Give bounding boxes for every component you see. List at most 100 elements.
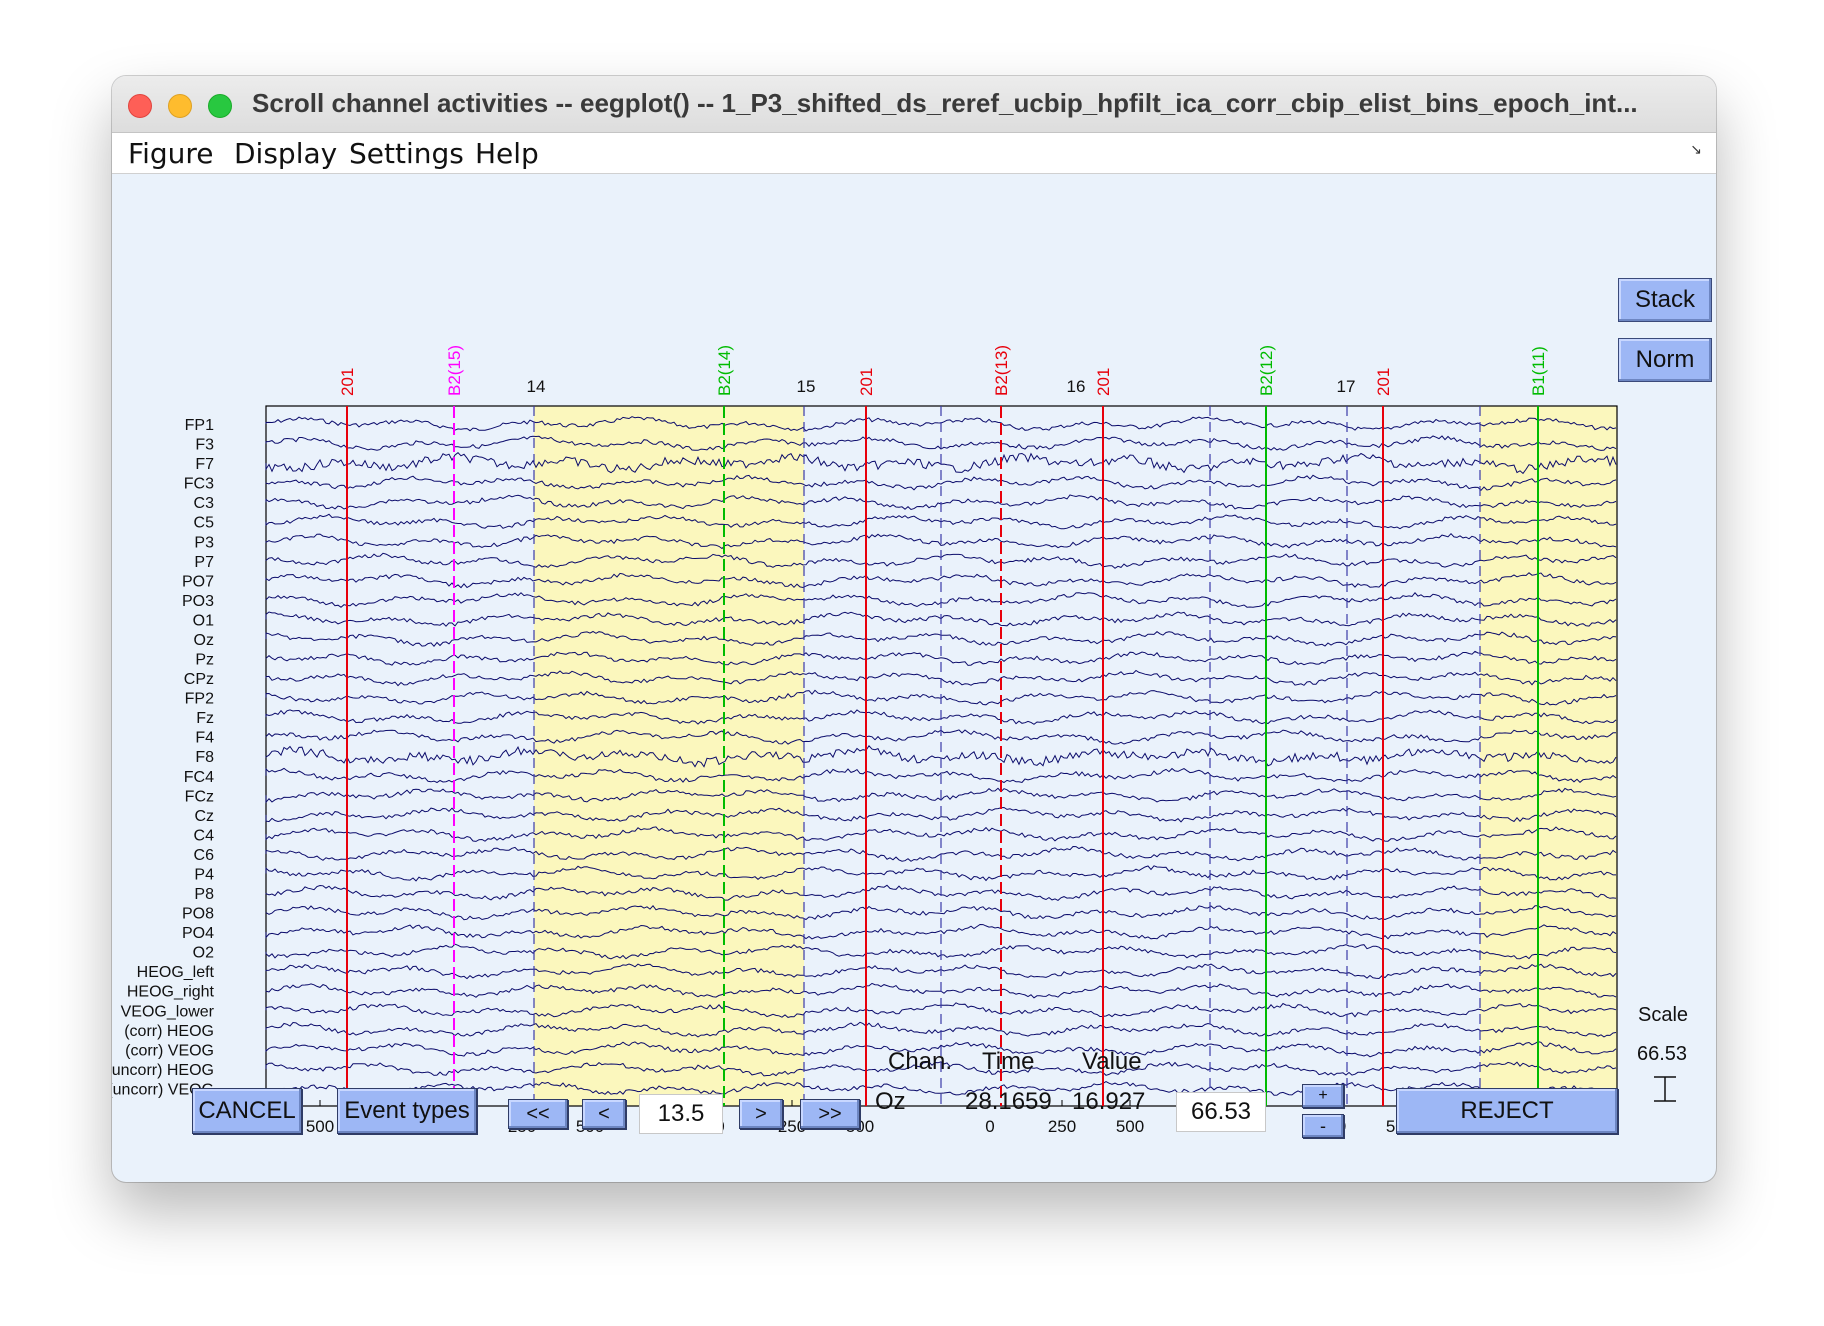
scale-bar-icon	[1654, 1076, 1676, 1102]
channel-label: Cz	[194, 808, 214, 825]
channel-trace	[265, 865, 1616, 882]
event-label: 201	[857, 368, 876, 396]
scale-label: Scale	[1638, 1004, 1689, 1026]
channel-trace	[265, 1081, 1617, 1097]
channel-label: (uncorr) HEOG	[112, 1062, 214, 1079]
time-readout: 28.1659	[965, 1088, 1052, 1115]
channel-label: F4	[195, 730, 214, 747]
scale-decrease-button[interactable]: -	[1302, 1114, 1344, 1138]
channel-trace	[265, 592, 1617, 608]
x-tick-label: 500	[306, 1117, 334, 1136]
last-page-button[interactable]: >>	[800, 1099, 860, 1129]
channel-label: F3	[195, 437, 214, 454]
channel-trace	[265, 845, 1617, 862]
reject-button[interactable]: REJECT	[1396, 1088, 1618, 1134]
channel-label: Fz	[196, 710, 214, 727]
channel-label: C6	[194, 847, 215, 864]
channel-label: PO3	[182, 593, 214, 610]
channel-trace	[265, 1061, 1617, 1077]
channel-trace	[265, 923, 1617, 940]
scale-increase-button[interactable]: +	[1302, 1084, 1344, 1108]
channel-trace	[265, 787, 1617, 804]
channel-label: P8	[194, 886, 214, 903]
channel-label: FP2	[185, 691, 214, 708]
channel-label: FC4	[184, 769, 214, 786]
chan-readout: Oz	[875, 1088, 906, 1115]
channel-trace	[265, 826, 1617, 842]
menu-display[interactable]: Display	[234, 137, 338, 170]
menu-help[interactable]: Help	[475, 137, 539, 170]
channel-label: P3	[194, 534, 214, 551]
value-label: Value	[1082, 1048, 1142, 1075]
epoch-number-label: 15	[797, 377, 816, 396]
scale-field[interactable]: 66.53	[1176, 1092, 1266, 1132]
first-page-button[interactable]: <<	[508, 1099, 568, 1129]
channel-trace	[265, 532, 1617, 550]
channel-label: PO4	[182, 925, 214, 942]
plot-area: FP1 F3 F7 FC3 C3 C5 P3 P7 PO7 PO3 O1 Oz Pz CPz FP2 Fz F4…	[112, 174, 1716, 1182]
channel-label: (uncorr) VEOG	[112, 1081, 214, 1098]
event-types-button[interactable]: Event types	[337, 1088, 477, 1134]
channel-label: HEOG_right	[127, 984, 215, 1001]
channel-trace	[265, 744, 1617, 768]
channel-trace	[265, 982, 1617, 999]
channel-label: FP1	[185, 417, 214, 434]
channel-label: FC3	[184, 476, 214, 493]
minimize-window-button[interactable]	[168, 94, 192, 118]
channel-trace	[265, 611, 1617, 627]
epoch-number-label: 14	[527, 377, 546, 396]
channel-label: CPz	[184, 671, 214, 688]
channel-trace	[265, 494, 1617, 511]
channel-trace	[265, 884, 1617, 901]
channel-label: C4	[194, 827, 215, 844]
stack-button[interactable]: Stack	[1618, 278, 1712, 322]
next-page-button[interactable]: >	[739, 1099, 783, 1129]
channel-trace	[265, 435, 1617, 451]
cancel-button[interactable]: CANCEL	[192, 1088, 302, 1134]
zoom-window-button[interactable]	[208, 94, 232, 118]
channel-label: Oz	[194, 632, 214, 649]
event-label: B2(13)	[992, 345, 1011, 396]
channel-trace	[265, 767, 1617, 784]
eeg-plot[interactable]: FP1 F3 F7 FC3 C3 C5 P3 P7 PO7 PO3 O1 Oz Pz CPz FP2 Fz F4…	[112, 174, 1716, 1182]
channel-label: O2	[193, 945, 214, 962]
channel-trace	[265, 416, 1617, 432]
channel-label: Pz	[195, 652, 214, 669]
channel-trace	[265, 709, 1617, 725]
channel-label: F7	[195, 456, 214, 473]
event-label: 201	[1094, 368, 1113, 396]
channel-trace	[265, 1002, 1617, 1018]
channel-trace	[265, 689, 1617, 706]
window-title: Scroll channel activities -- eegplot() -…	[252, 88, 1638, 118]
position-field[interactable]: 13.5	[639, 1094, 723, 1134]
x-tick-label: 250	[778, 1117, 806, 1136]
event-label: B1(11)	[1529, 346, 1548, 396]
channel-label: FCz	[185, 788, 214, 805]
close-window-button[interactable]	[128, 94, 152, 118]
x-tick-label: 500	[1116, 1117, 1144, 1136]
x-tick-label: 0	[985, 1117, 994, 1136]
dock-arrow-icon[interactable]: ↘	[1690, 141, 1702, 157]
channel-trace	[265, 669, 1617, 687]
menu-figure[interactable]: Figure	[128, 137, 214, 170]
channel-label: P7	[194, 554, 214, 571]
channel-trace	[265, 630, 1617, 647]
event-label: 201	[338, 368, 357, 396]
channel-trace	[265, 572, 1617, 589]
menu-settings[interactable]: Settings	[349, 137, 464, 170]
channel-label: PO7	[182, 573, 214, 590]
chan-label: Chan.	[888, 1048, 953, 1075]
channel-trace	[265, 1041, 1617, 1058]
channel-trace	[265, 452, 1617, 475]
norm-button[interactable]: Norm	[1618, 338, 1712, 382]
channel-trace	[265, 943, 1617, 960]
channel-label: HEOG_left	[137, 964, 215, 981]
prev-page-button[interactable]: <	[582, 1099, 626, 1129]
event-label: B2(12)	[1257, 345, 1276, 396]
channel-trace	[265, 806, 1617, 823]
channel-trace	[265, 729, 1616, 745]
rejected-epoch-region[interactable]	[1480, 406, 1617, 1106]
epoch-number-label: 16	[1067, 377, 1086, 396]
channel-trace	[265, 513, 1617, 530]
channel-label: P4	[194, 866, 214, 883]
